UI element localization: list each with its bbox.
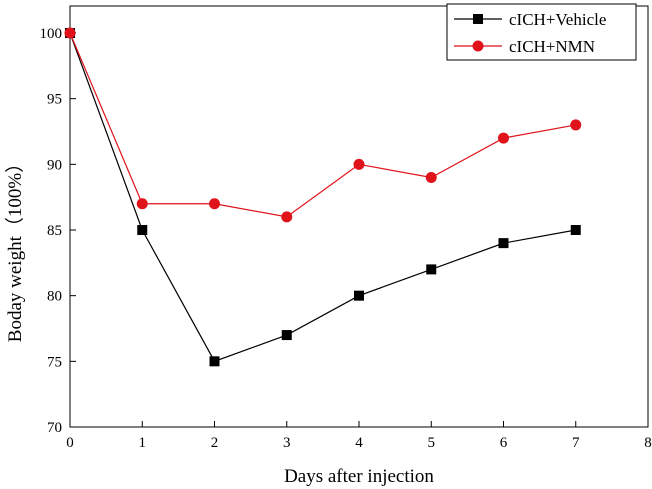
x-tick-label: 1 — [139, 435, 147, 451]
y-tick-label: 80 — [47, 289, 62, 305]
y-tick-label: 70 — [47, 420, 62, 436]
y-axis-label: Boday weight（100%） — [4, 154, 26, 342]
data-point — [354, 290, 364, 301]
data-point — [498, 238, 509, 249]
data-point — [281, 211, 293, 223]
data-point — [353, 158, 365, 170]
x-tick-label: 7 — [572, 435, 580, 451]
y-tick-label: 95 — [47, 92, 62, 108]
legend-label: cICH+Vehicle — [509, 10, 606, 29]
data-point — [426, 264, 437, 275]
x-tick-label: 5 — [428, 435, 436, 451]
plot-area: 0 1 2 3 4 5 6 7 8 70 75 80 85 90 95 100 cICH+Vehicle cICH… — [40, 3, 652, 451]
x-tick-label: 6 — [500, 435, 508, 451]
x-tick-label: 3 — [283, 435, 291, 451]
x-tick-label: 8 — [644, 435, 652, 451]
x-tick-label: 2 — [211, 435, 219, 451]
data-point — [281, 330, 292, 341]
x-tick-label: 4 — [355, 435, 363, 451]
x-tick-label: 0 — [66, 435, 74, 451]
y-tick-label: 85 — [47, 223, 62, 239]
series-line-2 — [69, 32, 576, 218]
y-tick-label: 90 — [47, 157, 62, 173]
legend-marker — [473, 14, 483, 24]
series-line-1 — [69, 32, 576, 363]
data-point — [570, 225, 581, 235]
legend-label: cICH+NMN — [509, 37, 595, 56]
legend-marker — [472, 40, 484, 52]
data-point — [570, 119, 582, 131]
y-tick-label: 100 — [40, 26, 63, 42]
x-axis-label: Days after injection — [284, 466, 434, 487]
data-point — [136, 198, 148, 210]
data-point — [137, 225, 148, 235]
data-point — [425, 171, 437, 183]
data-point — [209, 198, 220, 210]
data-point — [64, 27, 76, 39]
data-point — [209, 356, 220, 367]
y-tick-label: 75 — [47, 354, 62, 370]
data-point — [498, 132, 509, 144]
plot-frame — [69, 5, 649, 428]
